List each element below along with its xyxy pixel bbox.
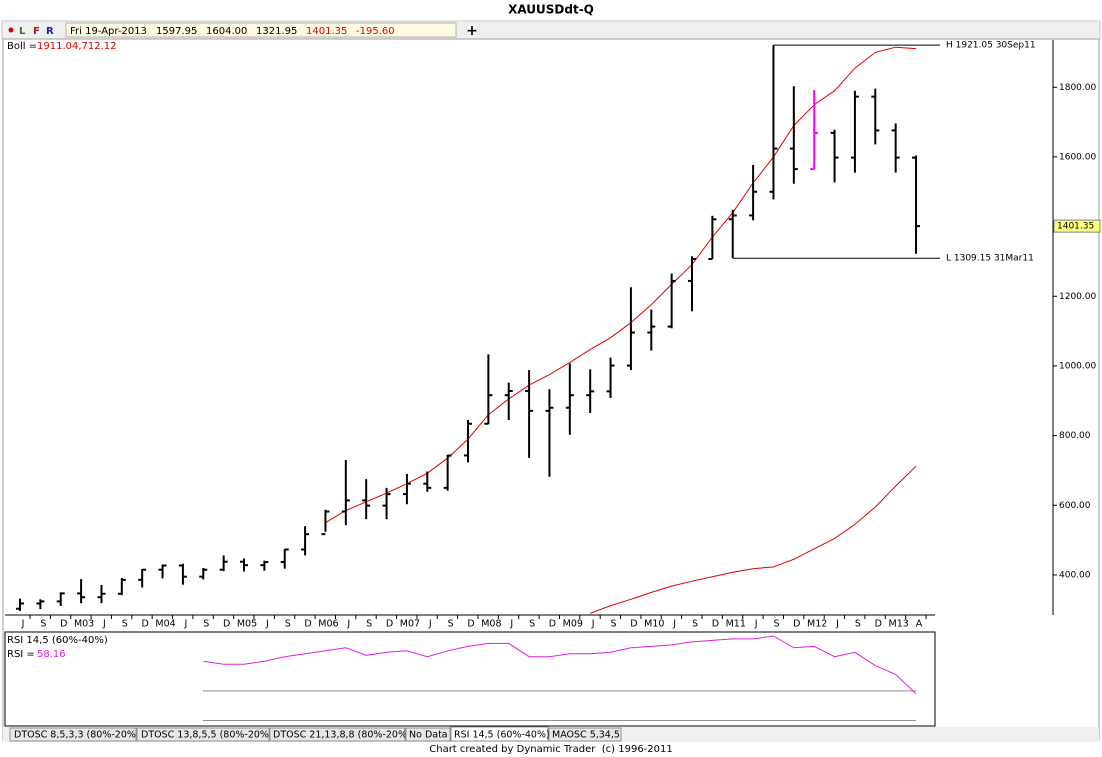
- toolbar-l[interactable]: L: [19, 26, 26, 37]
- toolbar-r[interactable]: R: [46, 26, 54, 37]
- x-tick-label: D: [223, 619, 230, 630]
- x-tick-label: D: [712, 619, 719, 630]
- x-tick-label: S: [611, 619, 617, 630]
- y-tick-label: 1000.00: [1059, 361, 1096, 371]
- band-lower: [590, 465, 917, 614]
- x-tick-label: D: [142, 619, 149, 630]
- y-tick-label: 600.00: [1059, 501, 1091, 511]
- x-tick-label: J: [346, 619, 350, 630]
- rsi-panel: [4, 631, 936, 727]
- tab[interactable]: [269, 727, 406, 742]
- x-tick-label: D: [60, 619, 67, 630]
- x-tick-label: D: [875, 619, 882, 630]
- x-tick-label: J: [591, 619, 595, 630]
- x-tick-label: M10: [644, 619, 664, 630]
- x-tick-label: J: [184, 619, 188, 630]
- x-tick-label: J: [21, 619, 25, 630]
- tab[interactable]: [405, 727, 451, 742]
- tab-label[interactable]: MAOSC 5,34,5: [552, 730, 620, 741]
- info-low: 1321.95: [256, 26, 297, 37]
- x-tick-label: M09: [563, 619, 583, 630]
- x-tick-label: D: [549, 619, 556, 630]
- x-tick-label: M06: [318, 619, 338, 630]
- x-tick-label: J: [835, 619, 839, 630]
- info-high: 1604.00: [206, 26, 247, 37]
- tab-label[interactable]: No Data: [409, 730, 448, 741]
- footer: Chart created by Dynamic Trader (c) 1996…: [429, 744, 673, 755]
- x-tick-label: D: [630, 619, 637, 630]
- x-tick-label: A: [916, 619, 923, 630]
- x-tick-label: M04: [155, 619, 175, 630]
- x-tick-label: J: [265, 619, 269, 630]
- x-tick-label: S: [529, 619, 535, 630]
- toolbar-f[interactable]: F: [33, 26, 40, 37]
- x-tick-label: D: [467, 619, 474, 630]
- last-price-box: [1053, 219, 1101, 233]
- x-tick-label: D: [793, 619, 800, 630]
- x-tick-label: S: [203, 619, 209, 630]
- y-tick-label: 800.00: [1059, 431, 1091, 441]
- info-open: 1597.95: [156, 26, 197, 37]
- info-close: 1401.35: [306, 26, 347, 37]
- x-tick-label: S: [40, 619, 46, 630]
- annotation-text: H 1921.05 30Sep11: [946, 41, 1036, 51]
- x-tick-label: S: [122, 619, 128, 630]
- tab-label[interactable]: DTOSC 13,8,5,5 (80%-20%): [141, 730, 273, 741]
- rsi-title: RSI 14,5 (60%-40%): [7, 635, 108, 646]
- band-upper: [325, 46, 917, 524]
- x-tick-label: S: [448, 619, 454, 630]
- info-box: [65, 22, 457, 38]
- toolbar-dot: [8, 27, 14, 33]
- tab-label[interactable]: DTOSC 8,5,3,3 (80%-20%): [14, 730, 140, 741]
- last-price-label: 1401.35: [1057, 222, 1094, 232]
- tabs: DTOSC 8,5,3,3 (80%-20%) DTOSC 13,8,5,5 (…: [9, 726, 622, 742]
- x-tick-label: J: [672, 619, 676, 630]
- y-tick-label: 1200.00: [1059, 292, 1096, 302]
- tab-label[interactable]: DTOSC 21,13,8,8 (80%-20%): [273, 730, 411, 741]
- x-tick-label: D: [304, 619, 311, 630]
- band-label: 1911.04,712.12: [37, 41, 117, 52]
- x-tick-label: J: [428, 619, 432, 630]
- x-tick-label: S: [692, 619, 698, 630]
- rsi-line: [203, 635, 917, 694]
- y-tick-label: 400.00: [1059, 570, 1091, 580]
- tab[interactable]: [548, 727, 622, 742]
- band-name: Boll =: [7, 41, 37, 52]
- add-button[interactable]: +: [466, 23, 478, 39]
- tab-active[interactable]: [450, 726, 549, 742]
- x-tick-label: M12: [807, 619, 827, 630]
- rsi-value: 58.16: [37, 649, 66, 660]
- title-bar: [0, 0, 1102, 20]
- x-tick-label: M05: [237, 619, 257, 630]
- x-tick-label: M07: [400, 619, 420, 630]
- tab[interactable]: [9, 727, 137, 742]
- x-tick-label: M03: [74, 619, 94, 630]
- x-tick-label: J: [754, 619, 758, 630]
- x-tick-label: M13: [889, 619, 909, 630]
- x-tick-label: S: [855, 619, 861, 630]
- y-tick-label: 1800.00: [1059, 83, 1096, 93]
- chart-title: XAUUSDdt-Q: [508, 3, 594, 17]
- x-tick-label: S: [366, 619, 372, 630]
- annotation-text: L 1309.15 31Mar11: [946, 254, 1034, 264]
- x-tick-label: J: [102, 619, 106, 630]
- x-tick-label: M11: [726, 619, 746, 630]
- x-tick-label: S: [285, 619, 291, 630]
- rsi-label: RSI =: [7, 649, 35, 660]
- tab-label[interactable]: RSI 14,5 (60%-40%): [454, 730, 550, 741]
- info-date: Fri 19-Apr-2013: [70, 26, 147, 37]
- y-tick-label: 1600.00: [1059, 152, 1096, 162]
- tab[interactable]: [136, 727, 270, 742]
- x-tick-label: M08: [481, 619, 501, 630]
- x-tick-label: S: [773, 619, 779, 630]
- x-tick-label: D: [386, 619, 393, 630]
- x-tick-label: J: [509, 619, 513, 630]
- info-change: -195.60: [356, 26, 395, 37]
